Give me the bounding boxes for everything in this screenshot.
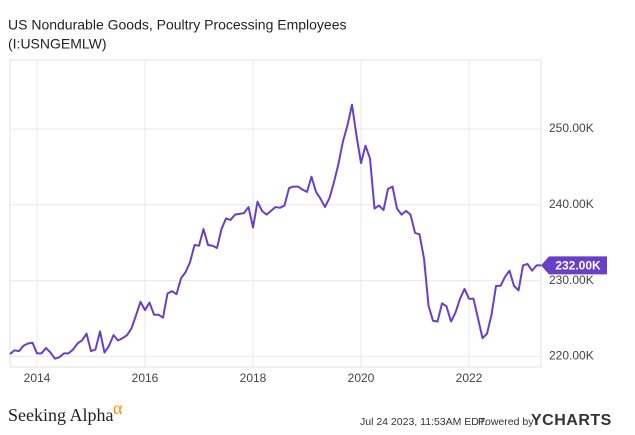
brand-mark: α [113, 398, 123, 418]
plot-frame [9, 59, 542, 368]
x-tick-label: 2020 [348, 371, 375, 385]
brand: Seeking Alpha [8, 405, 114, 425]
y-tick-label: 220.00K [549, 349, 594, 363]
powered-by: Powered by [478, 416, 534, 428]
x-tick-label: 2022 [456, 371, 483, 385]
chart-title: US Nondurable Goods, Poultry Processing … [8, 17, 347, 33]
chart-subtitle: (I:USNGEMLW) [8, 36, 107, 52]
y-tick-label: 250.00K [549, 121, 594, 135]
badge-shape [541, 256, 607, 275]
x-tick-label: 2018 [240, 371, 267, 385]
value-label: 232.00K [555, 259, 601, 273]
timestamp: Jul 24 2023, 11:53AM EDT. [360, 416, 487, 428]
provider: YCHARTS [531, 412, 612, 429]
y-tick-label: 240.00K [549, 197, 594, 211]
line-series [9, 103, 541, 360]
x-tick-label: 2016 [132, 371, 159, 385]
x-tick-label: 2014 [24, 371, 51, 385]
end-value-badge: 232.00K [541, 256, 607, 275]
y-tick-label: 230.00K [549, 273, 594, 287]
